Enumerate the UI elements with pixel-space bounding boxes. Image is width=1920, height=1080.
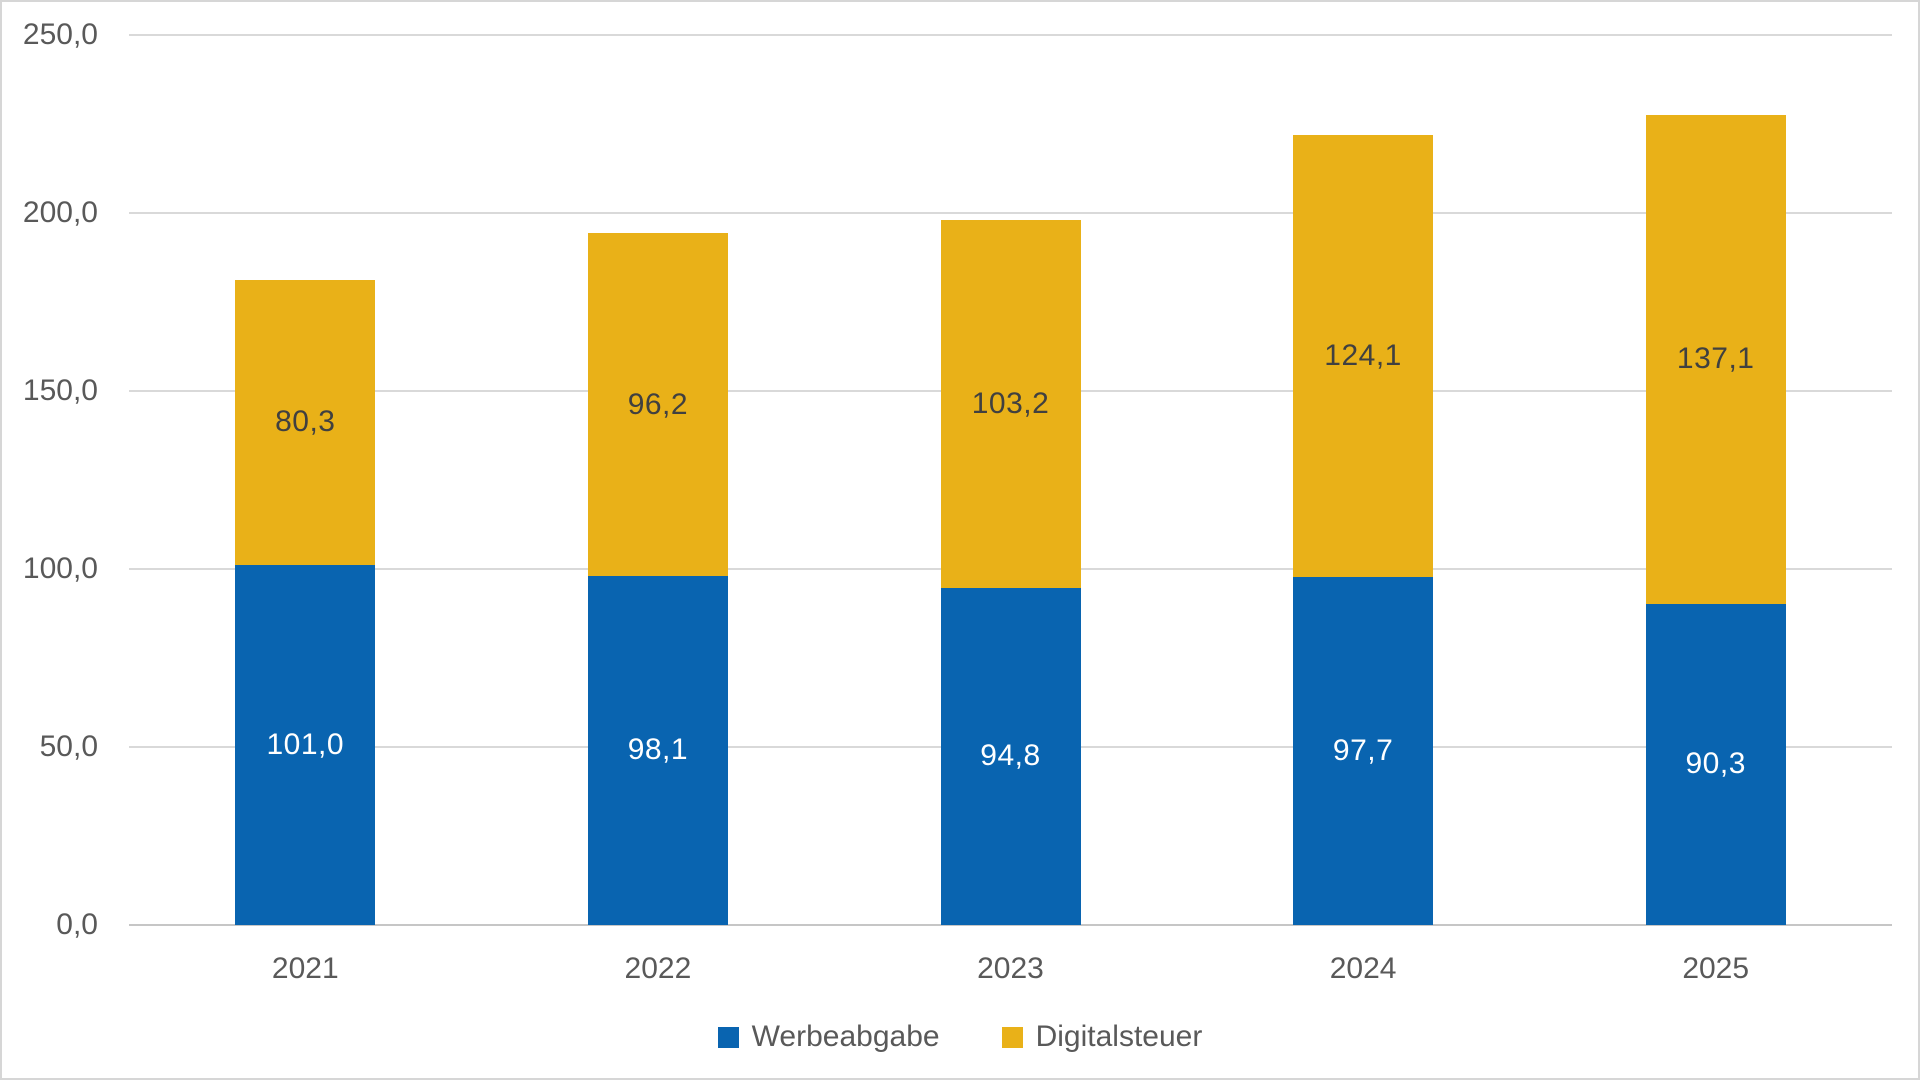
bar-value-label-2025-werbeabgabe: 90,3 xyxy=(1685,747,1746,781)
bar-2023-werbeabgabe: 94,8 xyxy=(940,587,1081,925)
bar-2022-werbeabgabe: 98,1 xyxy=(587,575,728,925)
gridline-250,0 xyxy=(129,34,1892,36)
bar-value-label-2025-digitalsteuer: 137,1 xyxy=(1676,342,1755,376)
y-axis-label-50,0: 50,0 xyxy=(39,730,98,763)
x-axis-line xyxy=(129,924,1892,926)
y-axis-label-200,0: 200,0 xyxy=(22,196,98,229)
x-axis-label-2023: 2023 xyxy=(977,952,1044,985)
bar-2022-digitalsteuer: 96,2 xyxy=(587,233,728,576)
legend-label-werbeabgabe: Werbeabgabe xyxy=(751,1020,940,1053)
legend: Werbeabgabe Digitalsteuer xyxy=(2,1020,1918,1054)
y-axis-label-250,0: 250,0 xyxy=(22,18,98,51)
bar-2025-werbeabgabe: 90,3 xyxy=(1645,603,1786,925)
bar-2021-digitalsteuer: 80,3 xyxy=(235,279,376,566)
bar-value-label-2022-werbeabgabe: 98,1 xyxy=(627,733,689,767)
bar-value-label-2023-digitalsteuer: 103,2 xyxy=(971,386,1050,420)
legend-item-werbeabgabe: Werbeabgabe xyxy=(717,1020,940,1054)
x-axis-label-2021: 2021 xyxy=(271,952,339,985)
bar-2024-digitalsteuer: 124,1 xyxy=(1293,135,1434,578)
bar-2023-digitalsteuer: 103,2 xyxy=(940,220,1081,588)
bar-value-label-2021-digitalsteuer: 80,3 xyxy=(275,405,336,439)
y-axis-label-100,0: 100,0 xyxy=(22,552,98,585)
bar-2021-werbeabgabe: 101,0 xyxy=(235,565,376,925)
bar-value-label-2023-werbeabgabe: 94,8 xyxy=(980,739,1041,773)
y-axis-label-0,0: 0,0 xyxy=(56,908,98,941)
bar-value-label-2021-werbeabgabe: 101,0 xyxy=(266,728,345,762)
x-axis-label-2022: 2022 xyxy=(624,952,692,985)
legend-swatch-digitalsteuer-icon xyxy=(1001,1026,1023,1048)
legend-item-digitalsteuer: Digitalsteuer xyxy=(1001,1020,1203,1054)
bar-value-label-2024-digitalsteuer: 124,1 xyxy=(1324,339,1402,373)
x-axis-label-2025: 2025 xyxy=(1682,952,1750,985)
legend-swatch-werbeabgabe-icon xyxy=(717,1026,739,1048)
bar-2024-werbeabgabe: 97,7 xyxy=(1293,577,1434,925)
x-axis-label-2024: 2024 xyxy=(1329,952,1397,985)
bar-value-label-2022-digitalsteuer: 96,2 xyxy=(627,387,689,421)
bar-2025-digitalsteuer: 137,1 xyxy=(1645,115,1786,604)
gridline-200,0 xyxy=(129,212,1892,214)
legend-label-digitalsteuer: Digitalsteuer xyxy=(1035,1020,1203,1053)
y-axis-label-150,0: 150,0 xyxy=(22,374,98,407)
bar-value-label-2024-werbeabgabe: 97,7 xyxy=(1332,734,1394,768)
